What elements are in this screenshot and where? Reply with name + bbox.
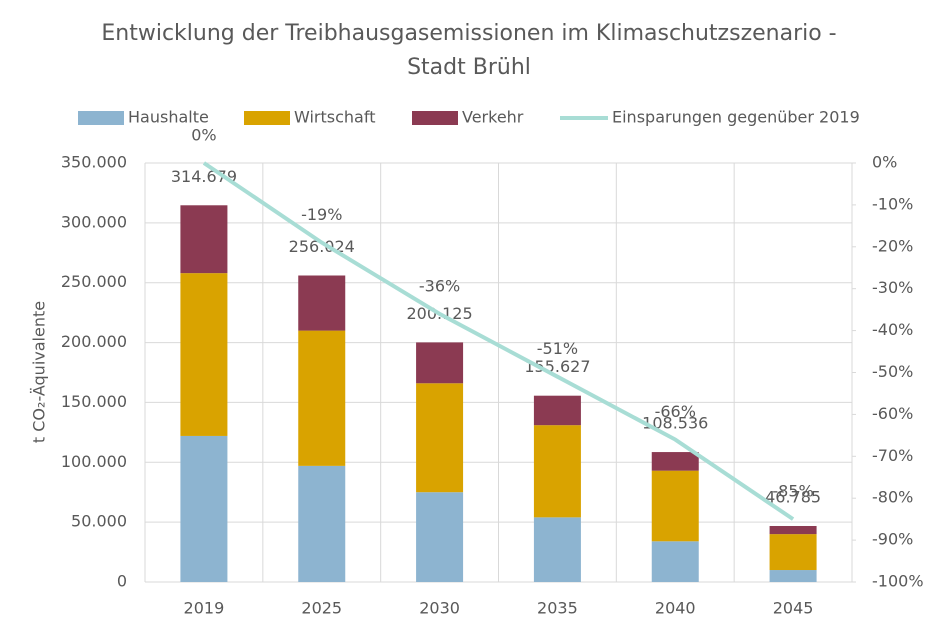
y-tick-label: 50.000 [71, 512, 127, 531]
bar-segment [533, 517, 581, 582]
bar-segment [769, 525, 817, 535]
x-tick-label: 2035 [537, 599, 578, 618]
line-label: -51% [537, 339, 578, 358]
y2-tick-label: -100% [872, 572, 924, 591]
y2-tick-label: -80% [872, 488, 913, 507]
bar-segment [416, 383, 464, 493]
bar-segment [769, 570, 817, 582]
bar-segment [416, 342, 464, 384]
x-tick-label: 2019 [184, 599, 225, 618]
bar-segment [180, 205, 228, 274]
legend-label: Verkehr [462, 108, 524, 127]
x-tick-label: 2030 [419, 599, 460, 618]
chart-subtitle: Stadt Brühl [407, 55, 531, 80]
total-label: 256.024 [289, 237, 355, 256]
legend-label: Einsparungen gegenüber 2019 [612, 108, 860, 127]
bar-segment [651, 452, 699, 471]
line-label: -36% [419, 276, 460, 295]
chart-title: Entwicklung der Treibhausgasemissionen i… [101, 21, 836, 46]
y-tick-label: 350.000 [61, 153, 127, 172]
y-tick-label: 0 [117, 572, 127, 591]
y-tick-label: 150.000 [61, 392, 127, 411]
legend-label: Wirtschaft [294, 108, 375, 127]
y2-tick-label: -40% [872, 320, 913, 339]
y2-tick-label: -60% [872, 404, 913, 423]
bar-segment [298, 465, 346, 582]
bar-segment [180, 273, 228, 436]
y2-tick-label: -20% [872, 236, 913, 255]
line-series [202, 161, 795, 521]
y-axis-label: t CO₂-Äquivalente [30, 301, 49, 443]
y2-tick-label: -50% [872, 362, 913, 381]
legend-label: Haushalte [128, 108, 209, 127]
y2-tick-label: 0% [872, 153, 897, 172]
y-tick-label: 300.000 [61, 212, 127, 231]
y-tick-label: 250.000 [61, 272, 127, 291]
total-label: 314.679 [171, 167, 237, 186]
legend-swatch [412, 111, 458, 125]
bar-segment [769, 534, 817, 571]
legend-swatch [244, 111, 290, 125]
line-label: 0% [191, 126, 216, 145]
y2-tick-label: -30% [872, 278, 913, 297]
bar-segment [651, 470, 699, 542]
bar-segment [533, 395, 581, 426]
total-label: 46.785 [765, 487, 821, 506]
bar-segment [298, 275, 346, 331]
bar-segment [416, 492, 464, 582]
y-tick-label: 100.000 [61, 452, 127, 471]
line-label: -19% [301, 205, 342, 224]
y2-tick-label: -90% [872, 530, 913, 549]
total-label: 108.536 [642, 414, 708, 433]
bar-segment [298, 330, 346, 466]
x-tick-label: 2025 [301, 599, 342, 618]
y2-tick-label: -10% [872, 194, 913, 213]
bar-segment [651, 541, 699, 582]
y-tick-label: 200.000 [61, 332, 127, 351]
x-tick-label: 2045 [773, 599, 814, 618]
line-label: -85% [772, 482, 813, 501]
bar-segment [533, 425, 581, 518]
bar-segment [180, 435, 228, 582]
legend-swatch [78, 111, 124, 125]
total-label: 155.627 [524, 357, 590, 376]
x-tick-label: 2040 [655, 599, 696, 618]
line-label: -66% [655, 402, 696, 421]
y2-tick-label: -70% [872, 446, 913, 465]
